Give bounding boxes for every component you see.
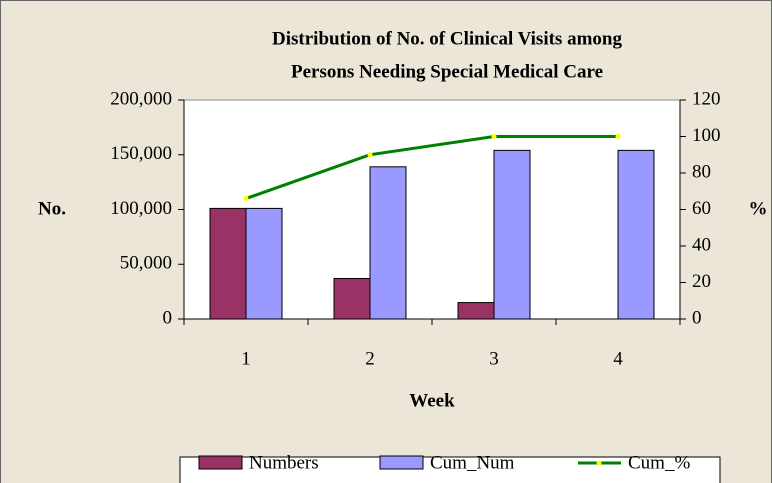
y2-tick-label: 120 [692, 88, 721, 109]
line-marker [491, 134, 497, 139]
bar [209, 207, 247, 320]
x-tick-label: 1 [241, 348, 251, 369]
y2-tick-label: 60 [692, 198, 711, 219]
bar [617, 149, 655, 320]
legend [179, 456, 721, 483]
line-marker [243, 196, 249, 202]
y2-axis-label: % [749, 198, 768, 219]
y-tick-label: 200,000 [110, 88, 172, 109]
y-tick-label: 100,000 [110, 198, 172, 219]
bar [493, 149, 531, 320]
line-marker [367, 152, 373, 158]
bar [369, 166, 407, 320]
x-tick-label: 3 [489, 348, 499, 369]
legend-label: Numbers [249, 452, 319, 473]
bar [333, 277, 371, 320]
bar [457, 302, 495, 320]
y-tick-label: 150,000 [110, 143, 172, 164]
y-tick-label: 0 [163, 307, 173, 328]
chart-title: Persons Needing Special Medical Care [291, 61, 603, 82]
x-tick-label: 4 [613, 348, 623, 369]
legend-swatch [379, 455, 424, 470]
legend-label: Cum_Num [430, 452, 515, 473]
x-tick-label: 2 [365, 348, 375, 369]
y2-tick-label: 80 [692, 161, 711, 182]
legend-swatch [596, 460, 602, 466]
x-axis-label: Week [409, 390, 455, 411]
legend-swatch [198, 455, 243, 470]
line [245, 135, 618, 200]
y2-tick-label: 0 [692, 307, 702, 328]
legend-label: Cum_% [628, 452, 690, 473]
chart-title: Distribution of No. of Clinical Visits a… [272, 28, 622, 49]
y2-tick-label: 20 [692, 271, 711, 292]
line-marker [615, 134, 621, 139]
bar [245, 207, 283, 320]
y-axis-label: No. [38, 198, 66, 219]
y-tick-label: 50,000 [120, 253, 172, 274]
y2-tick-label: 40 [692, 234, 711, 255]
y2-tick-label: 100 [692, 125, 721, 146]
